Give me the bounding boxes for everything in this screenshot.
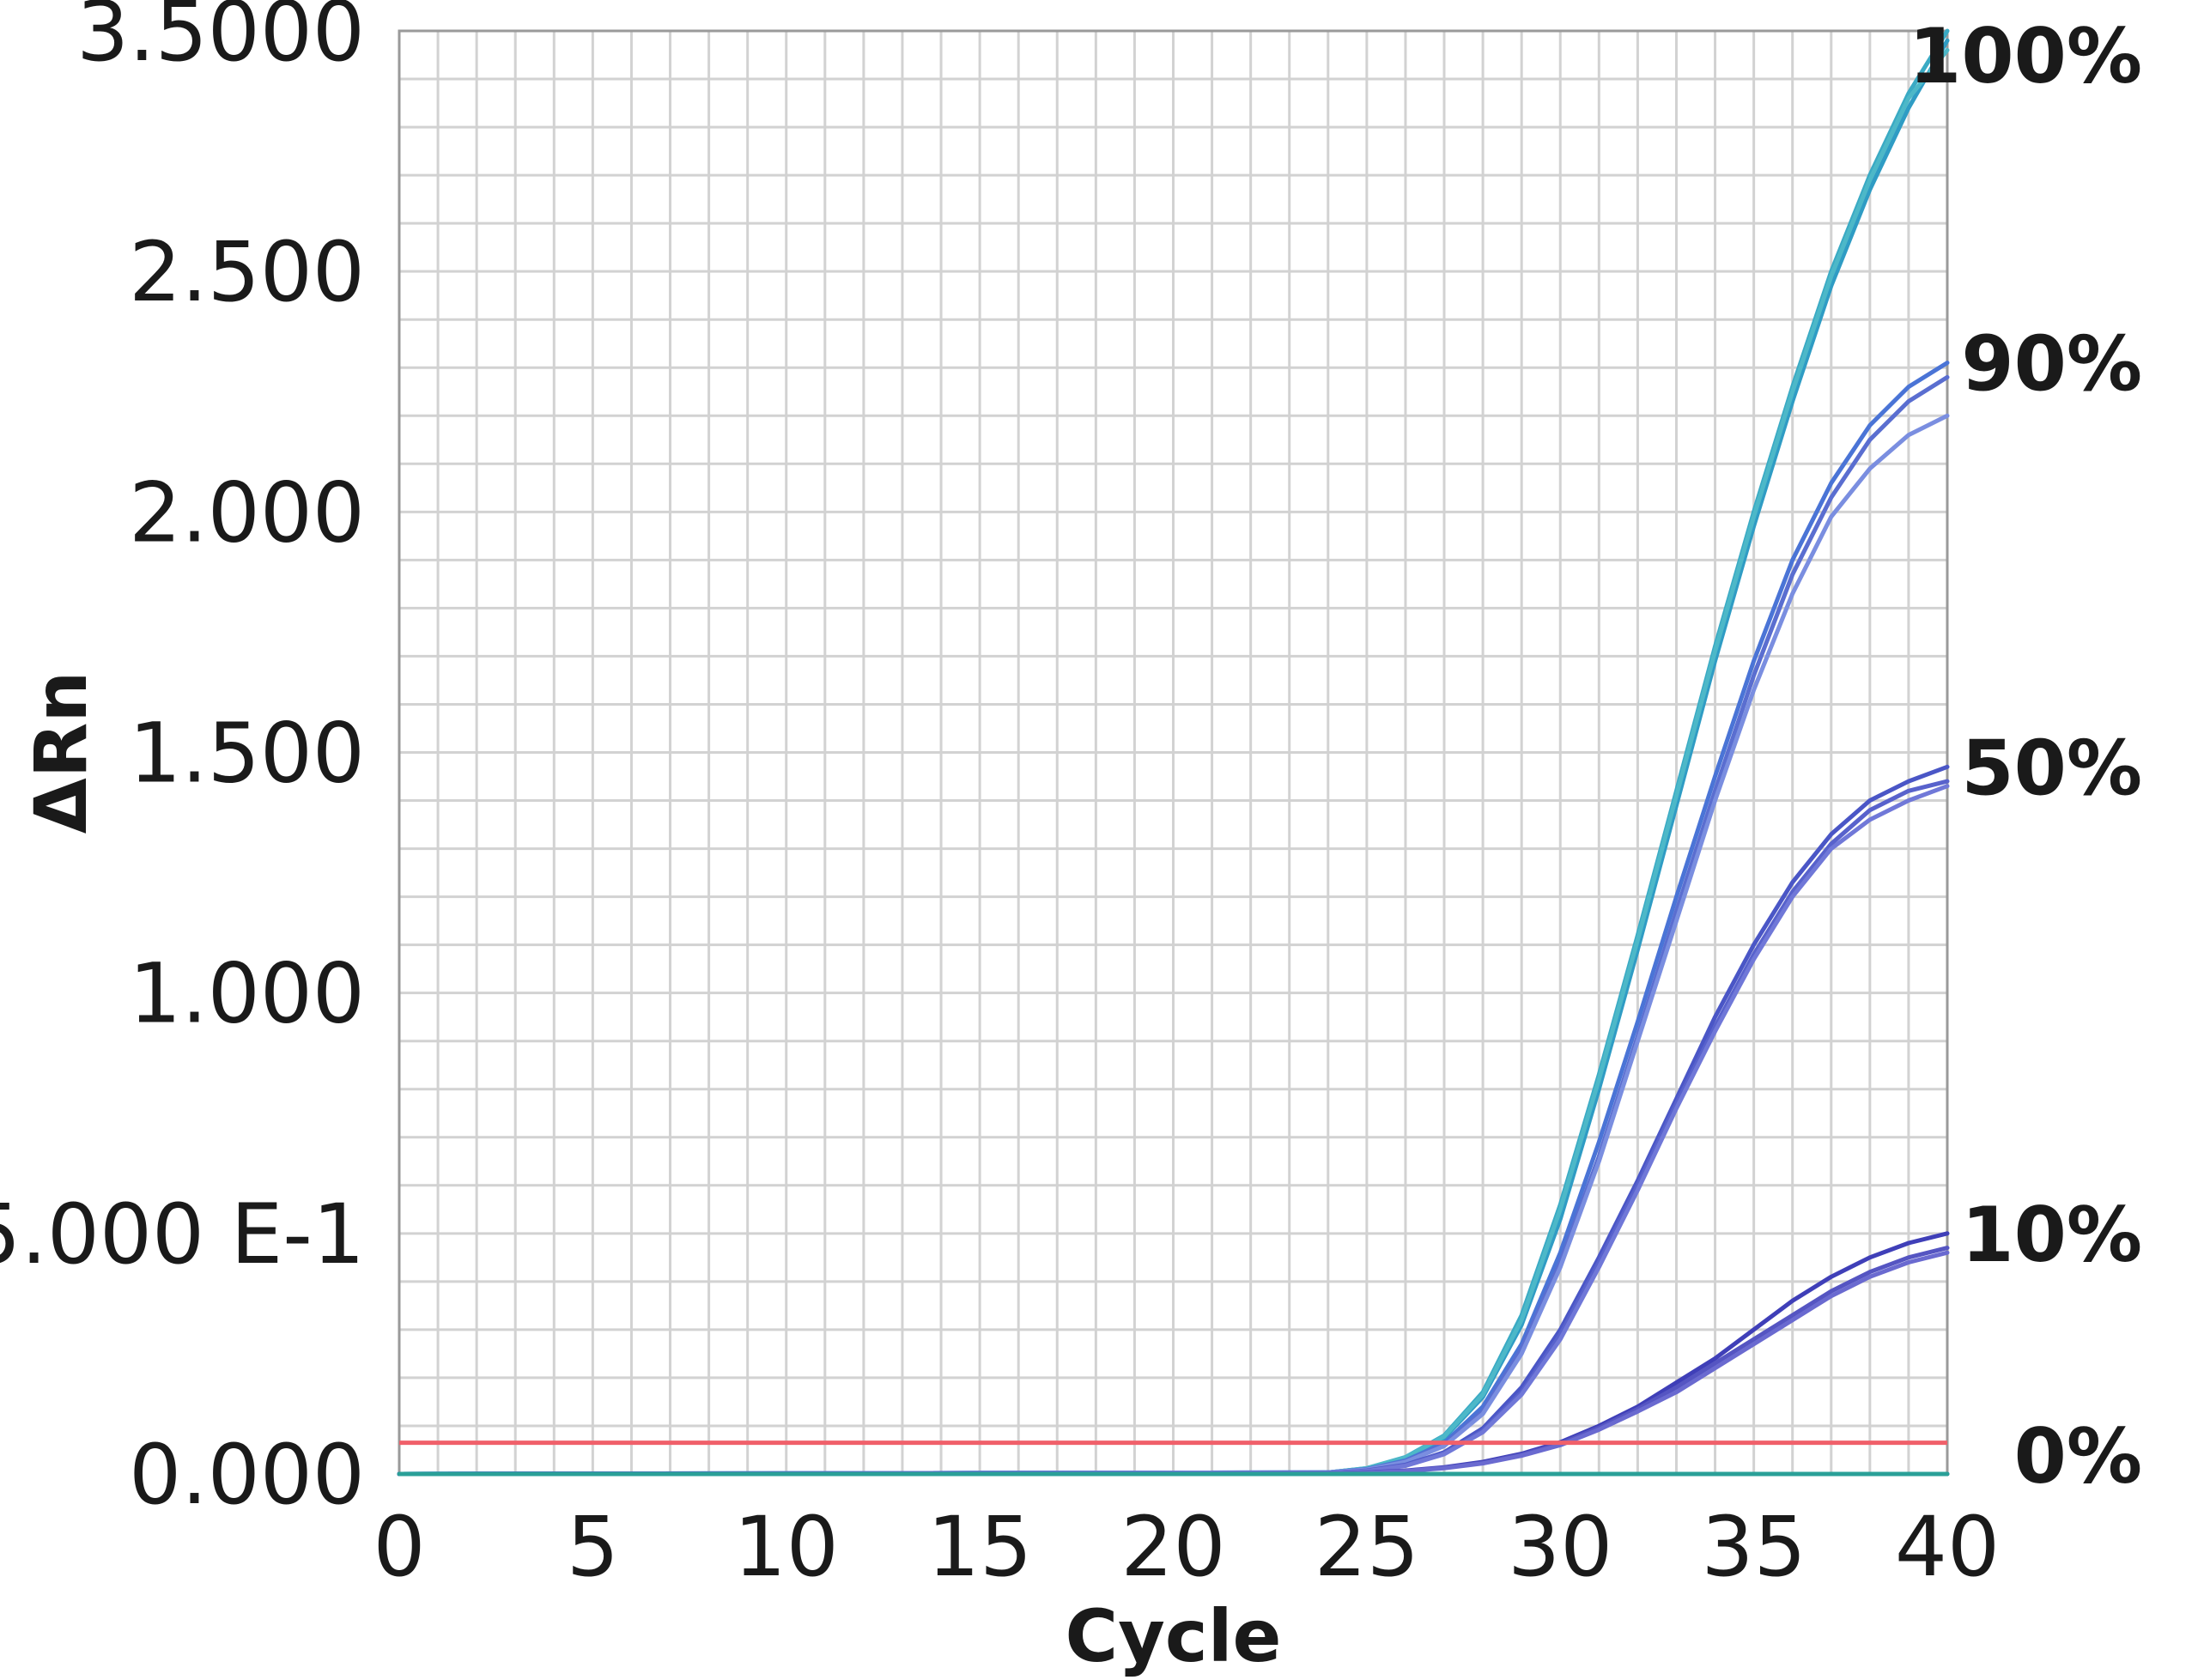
series-line (397, 47, 1950, 1477)
series-line (397, 413, 1950, 1477)
x-axis-title: Cycle (1066, 1594, 1282, 1678)
y-tick-label: 5.000 E-1 (0, 1186, 365, 1283)
x-tick-label: 0 (373, 1499, 425, 1595)
series-line (397, 784, 1950, 1477)
percent-label: 100% (1909, 12, 2142, 100)
x-tick-label: 25 (1315, 1499, 1419, 1595)
series-line (397, 1250, 1950, 1477)
series-layer (397, 28, 1950, 1477)
x-tick-label: 30 (1508, 1499, 1612, 1595)
y-tick-labels: 0.000 5.000 E-1 1.000 1.500 2.000 2.500 3.5000 (0, 0, 365, 1523)
percent-label: 0% (2014, 1412, 2142, 1501)
y-axis-title: ΔRn (19, 671, 103, 834)
x-tick-label: 40 (1895, 1499, 2000, 1595)
percent-label: 90% (1961, 320, 2142, 409)
x-tick-label: 35 (1702, 1499, 1806, 1595)
y-tick-label: 2.000 (129, 464, 365, 561)
percent-label: 50% (1961, 724, 2142, 812)
percent-label: 10% (1961, 1191, 2142, 1279)
y-tick-label: 3.5000 (76, 0, 365, 80)
y-tick-label: 1.500 (129, 706, 365, 802)
y-tick-label: 0.000 (129, 1427, 365, 1523)
y-tick-label: 1.000 (129, 946, 365, 1042)
y-tick-label: 2.500 (129, 224, 365, 320)
x-tick-label: 5 (567, 1499, 619, 1595)
percent-labels: 100% 90% 50% 10% 0% (1909, 12, 2142, 1501)
x-tick-label: 20 (1120, 1499, 1225, 1595)
x-tick-labels: 0 5 10 15 20 25 30 35 40 (373, 1499, 2000, 1595)
x-tick-label: 10 (734, 1499, 839, 1595)
grid (398, 29, 1949, 1476)
x-tick-label: 15 (927, 1499, 1032, 1595)
